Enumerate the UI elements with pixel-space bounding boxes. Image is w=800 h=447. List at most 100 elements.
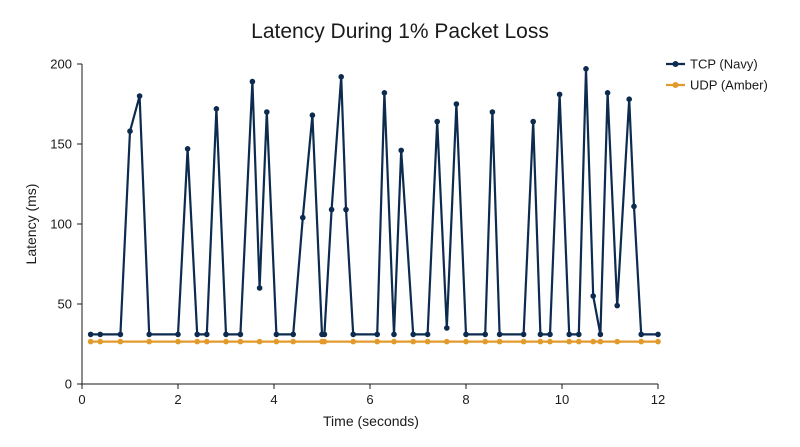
tcp-data-point	[381, 90, 388, 96]
tcp-data-point	[614, 302, 620, 309]
legend-item-tcp: TCP (Navy)	[666, 57, 758, 72]
udp-data-point	[655, 338, 661, 345]
tcp-data-point	[213, 106, 220, 112]
udp-data-point	[117, 338, 124, 345]
udp-data-point	[614, 338, 620, 345]
tcp-data-point	[249, 78, 256, 85]
udp-data-point	[146, 338, 152, 345]
tcp-data-point	[590, 293, 596, 299]
tcp-data-point	[184, 146, 191, 152]
udp-data-point	[87, 338, 94, 345]
tcp-data-point	[87, 331, 94, 338]
udp-data-point	[520, 338, 527, 345]
udp-data-point	[256, 338, 263, 345]
udp-data-point	[175, 338, 181, 345]
x-tick-label: 0	[78, 392, 85, 407]
tcp-data-point	[398, 147, 405, 154]
tcp-data-point	[391, 331, 397, 338]
udp-data-point	[576, 338, 582, 345]
tcp-data-point	[321, 331, 328, 338]
tcp-data-point	[256, 285, 263, 291]
tcp-data-point	[328, 206, 335, 213]
x-tick-label: 8	[462, 392, 469, 407]
legend-label: UDP (Amber)	[690, 78, 768, 93]
x-axis-label: Time (seconds)	[323, 413, 419, 429]
tcp-data-point	[146, 331, 152, 338]
y-tick-label: 100	[50, 217, 72, 232]
udp-data-point	[194, 338, 200, 345]
tcp-data-point	[520, 331, 527, 338]
tcp-data-point	[655, 331, 661, 338]
tcp-data-point	[597, 331, 604, 338]
tcp-data-point	[273, 331, 280, 338]
tcp-data-point	[604, 90, 611, 96]
udp-data-point	[290, 338, 297, 345]
tcp-data-point	[410, 331, 417, 338]
y-axis-ticks: 0 50 100 150 200	[50, 57, 82, 392]
tcp-data-point	[424, 331, 431, 338]
udp-data-point	[444, 338, 450, 345]
udp-data-point	[237, 338, 244, 345]
tcp-data-point	[489, 109, 496, 115]
tcp-data-point	[482, 331, 489, 338]
tcp-data-point	[194, 331, 200, 338]
y-tick-label: 50	[58, 297, 72, 312]
udp-data-point	[463, 338, 469, 345]
udp-data-point	[223, 338, 229, 345]
tcp-data-point	[444, 325, 450, 331]
tcp-data-point	[576, 331, 582, 338]
tcp-data-point	[204, 331, 210, 338]
tcp-data-point	[556, 91, 563, 98]
tcp-data-point	[338, 74, 345, 80]
udp-data-point	[321, 338, 328, 345]
udp-data-point	[537, 338, 544, 345]
tcp-data-point	[97, 331, 104, 338]
tcp-data-point	[583, 66, 589, 72]
udp-series	[87, 338, 661, 345]
tcp-data-point	[136, 93, 143, 99]
tcp-series-line	[90, 67, 658, 336]
series-layer	[87, 66, 661, 345]
y-tick-label: 200	[50, 57, 72, 72]
udp-data-point	[638, 338, 644, 345]
chart-title: Latency During 1% Packet Loss	[251, 20, 549, 43]
tcp-data-point	[434, 118, 441, 125]
x-axis-ticks: 0 2 4 6 8 10 12	[78, 384, 665, 407]
udp-data-point	[391, 338, 397, 345]
tcp-data-point	[343, 206, 349, 213]
udp-data-point	[482, 338, 489, 345]
udp-data-point	[496, 338, 503, 345]
x-tick-label: 10	[555, 392, 569, 407]
y-axis-label: Latency (ms)	[23, 184, 39, 265]
udp-data-point	[97, 338, 104, 345]
legend: TCP (Navy) UDP (Amber)	[666, 57, 768, 93]
tcp-data-point	[374, 331, 381, 338]
udp-data-point	[566, 338, 572, 345]
udp-data-point	[204, 338, 210, 345]
legend-item-udp: UDP (Amber)	[666, 78, 768, 93]
tcp-data-point	[117, 331, 124, 338]
tcp-data-point	[496, 331, 503, 338]
udp-data-point	[597, 338, 604, 345]
y-tick-label: 150	[50, 137, 72, 152]
tcp-data-point	[638, 331, 644, 338]
tcp-data-point	[547, 331, 553, 338]
udp-data-point	[273, 338, 280, 345]
tcp-series	[87, 66, 661, 338]
tcp-data-point	[537, 331, 544, 338]
tcp-data-point	[631, 203, 637, 210]
tcp-data-point	[264, 109, 270, 115]
tcp-data-point	[463, 331, 469, 338]
tcp-data-point	[530, 118, 536, 125]
tcp-data-point	[290, 331, 297, 338]
x-tick-label: 12	[651, 392, 665, 407]
y-tick-label: 0	[65, 377, 72, 392]
udp-data-point	[424, 338, 431, 345]
legend-swatch-marker	[672, 82, 679, 88]
tcp-data-point	[566, 331, 572, 338]
legend-label: TCP (Navy)	[690, 57, 758, 72]
tcp-data-point	[453, 101, 460, 107]
legend-swatch-marker	[672, 61, 679, 67]
x-tick-label: 2	[174, 392, 181, 407]
x-tick-label: 6	[366, 392, 373, 407]
